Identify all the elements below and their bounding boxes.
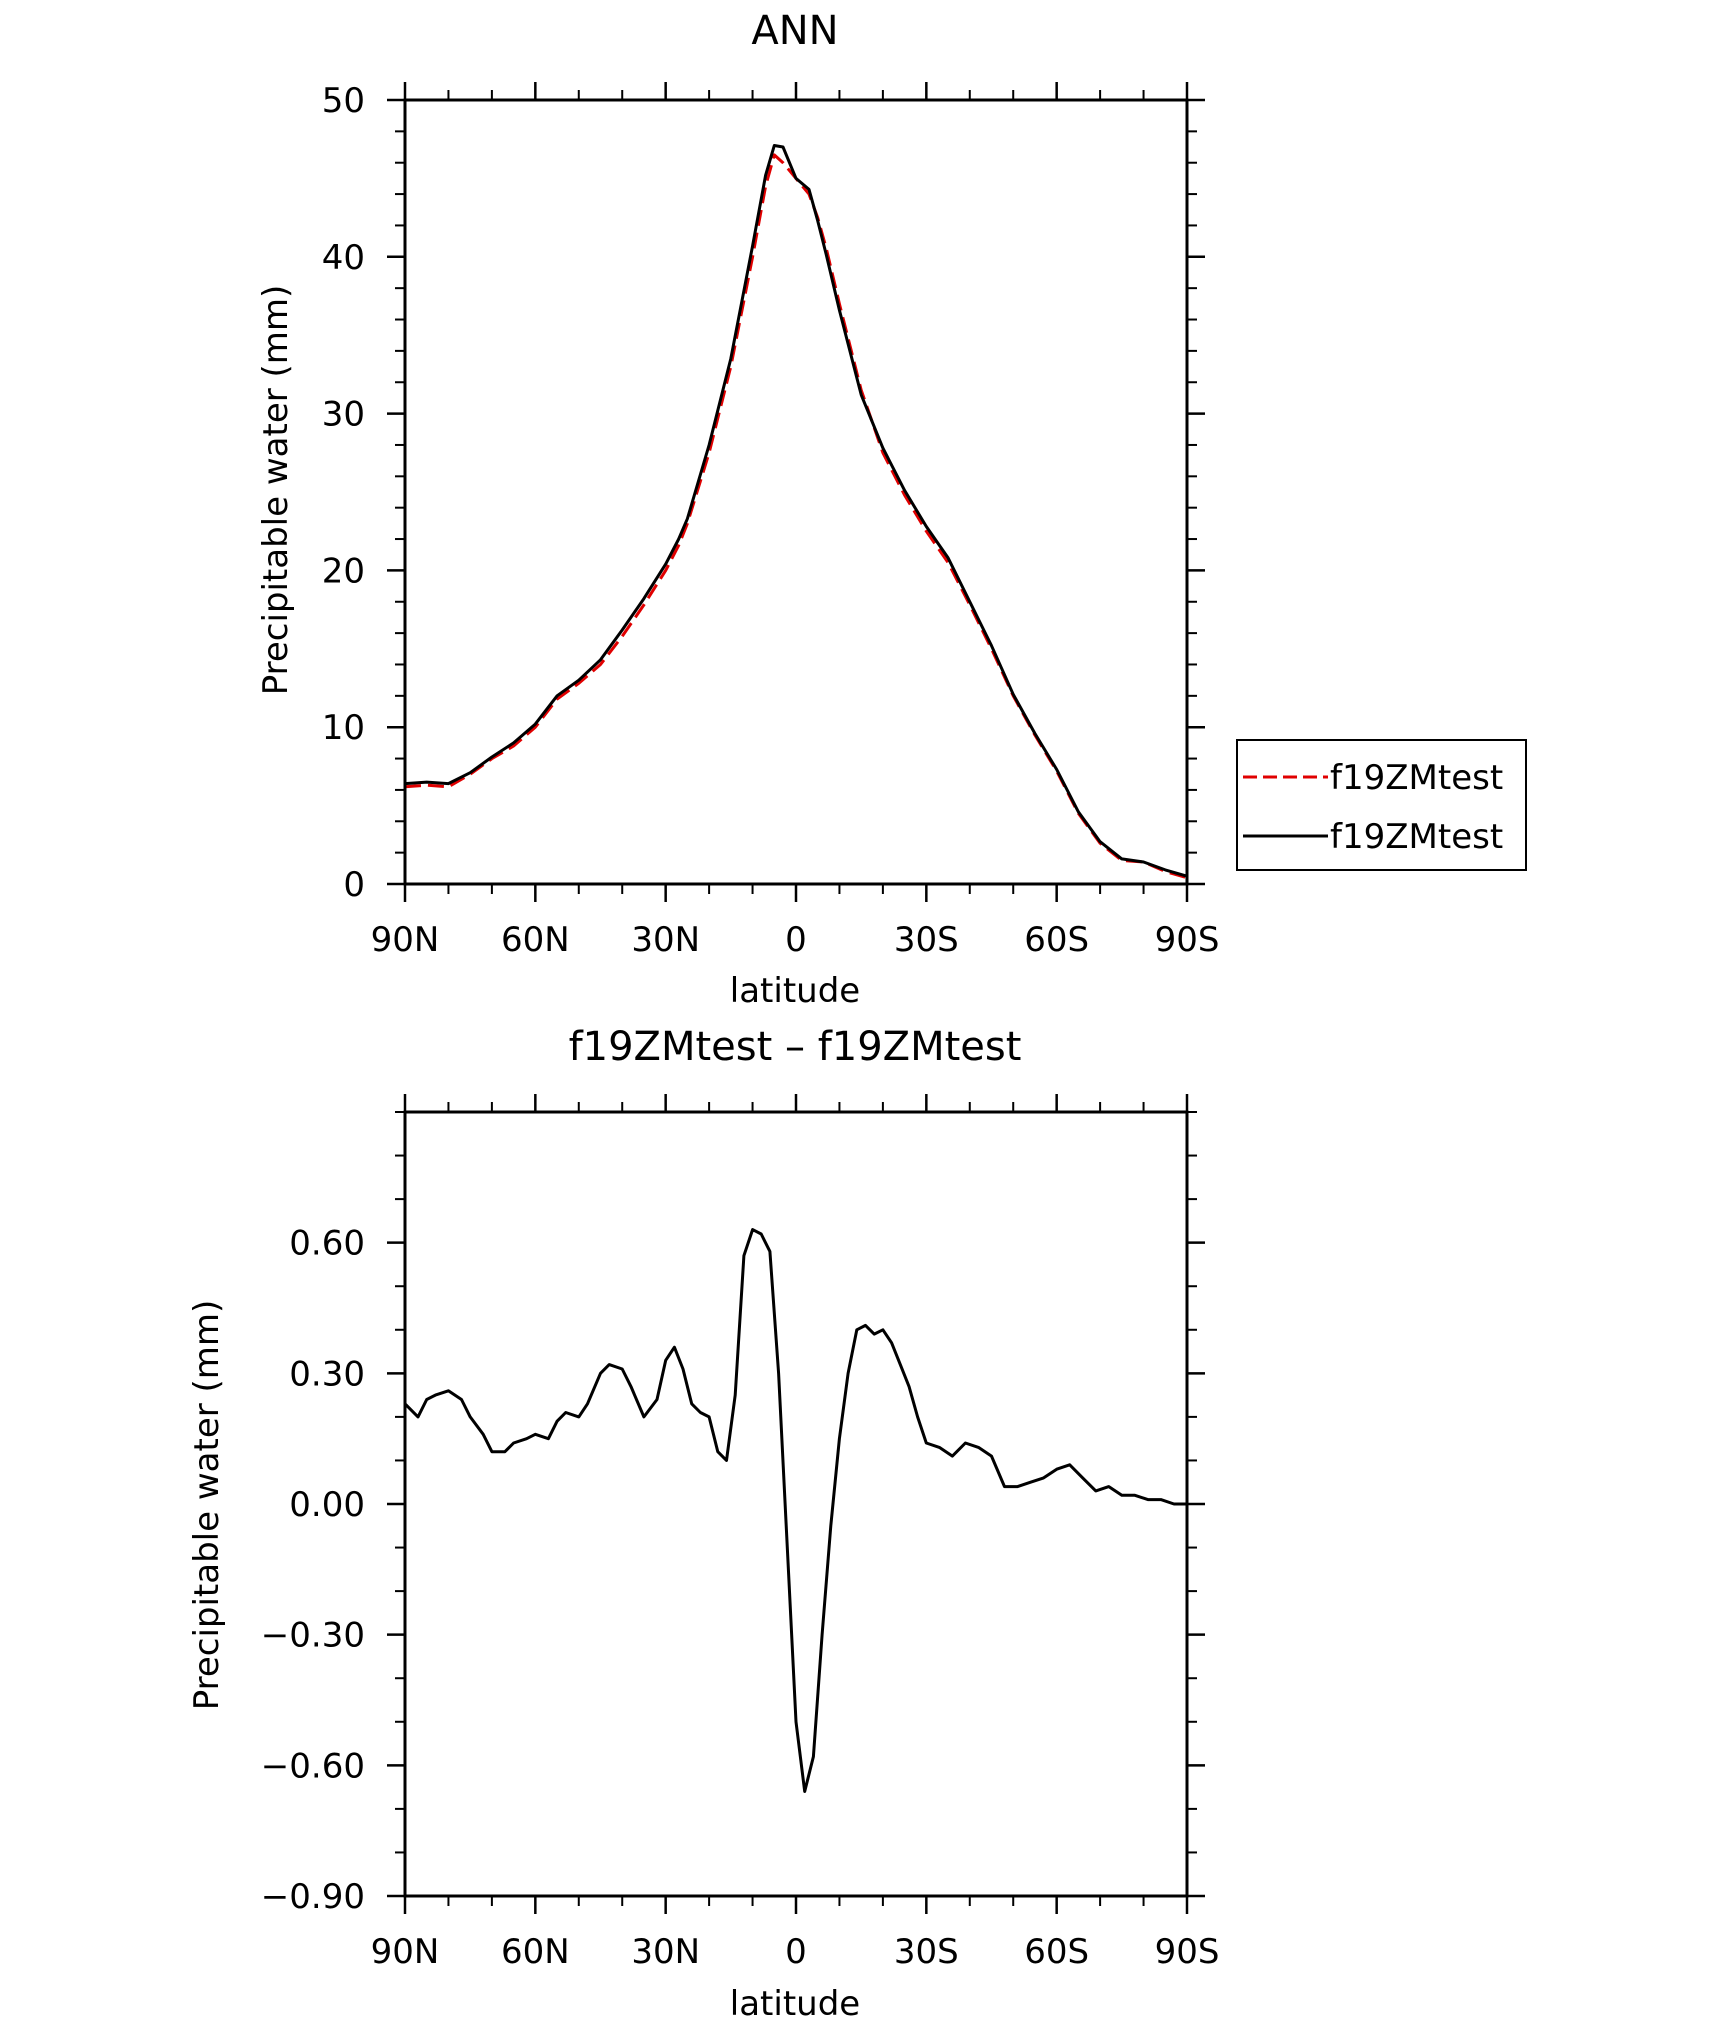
bottom-y-tick-label: 0.30 <box>289 1354 365 1394</box>
bottom-y-tick-label: −0.90 <box>261 1877 365 1917</box>
top-y-tick-label: 20 <box>322 551 365 591</box>
legend: f19ZMtest f19ZMtest <box>1236 739 1527 871</box>
bottom-panel: f19ZMtest – f19ZMtest Precipitable water… <box>187 1024 1219 2021</box>
bottom-y-tick-label: 0.00 <box>289 1485 365 1525</box>
top-ticks: 90N 60N 30N 0 30S 60S 90S 0 10 20 30 40 50 <box>322 81 1220 960</box>
bottom-title: f19ZMtest – f19ZMtest <box>569 1024 1022 1070</box>
top-x-tick-label: 60S <box>1024 920 1089 960</box>
top-y-tick-label: 30 <box>322 395 365 435</box>
bottom-x-tick-label: 60S <box>1024 1932 1089 1972</box>
top-x-tick-label: 90N <box>371 920 440 960</box>
top-lines <box>404 144 1188 880</box>
bottom-y-tick-label: −0.60 <box>261 1746 365 1786</box>
top-plot-frame <box>403 98 1189 886</box>
top-title: ANN <box>751 8 838 54</box>
bottom-x-axis-label: latitude <box>730 1984 860 2021</box>
bottom-lines <box>403 1228 1187 1793</box>
bottom-plot-frame <box>403 1110 1189 1898</box>
top-y-tick-label: 0 <box>343 865 365 905</box>
top-y-tick-label: 10 <box>322 708 365 748</box>
top-y-tick-label: 50 <box>322 81 365 121</box>
bottom-x-tick-label: 90S <box>1155 1932 1220 1972</box>
bottom-y-axis-label: Precipitable water (mm) <box>187 1300 227 1711</box>
top-x-axis-label: latitude <box>730 971 860 1011</box>
bottom-x-tick-label: 60N <box>501 1932 570 1972</box>
top-x-tick-label: 30N <box>631 920 700 960</box>
bottom-y-tick-label: −0.30 <box>261 1616 365 1656</box>
bottom-x-tick-label: 30S <box>894 1932 959 1972</box>
bottom-ticks: 90N 60N 30N 0 30S 60S 90S −0.90 −0.60 −0.30 0.00 0.… <box>261 1094 1220 1972</box>
bottom-y-tick-label: 0.60 <box>289 1224 365 1264</box>
top-x-tick-label: 60N <box>501 920 570 960</box>
top-x-tick-label: 30S <box>894 920 959 960</box>
top-series-line-solid <box>404 144 1188 878</box>
legend-label-1: f19ZMtest <box>1330 758 1503 798</box>
bottom-x-tick-label: 0 <box>785 1932 807 1972</box>
top-x-tick-label: 0 <box>785 920 807 960</box>
top-y-tick-label: 40 <box>322 238 365 278</box>
top-panel: ANN Precipitable water (mm) latitude 90N… <box>256 8 1219 1011</box>
legend-label-2: f19ZMtest <box>1330 817 1503 857</box>
top-y-axis-label: Precipitable water (mm) <box>256 285 296 696</box>
top-x-tick-label: 90S <box>1155 920 1220 960</box>
bottom-series-line-solid <box>403 1228 1187 1793</box>
bottom-x-tick-label: 30N <box>631 1932 700 1972</box>
top-series-line-dashed <box>404 153 1188 880</box>
bottom-x-tick-label: 90N <box>371 1932 440 1972</box>
legend-box <box>1236 739 1527 871</box>
